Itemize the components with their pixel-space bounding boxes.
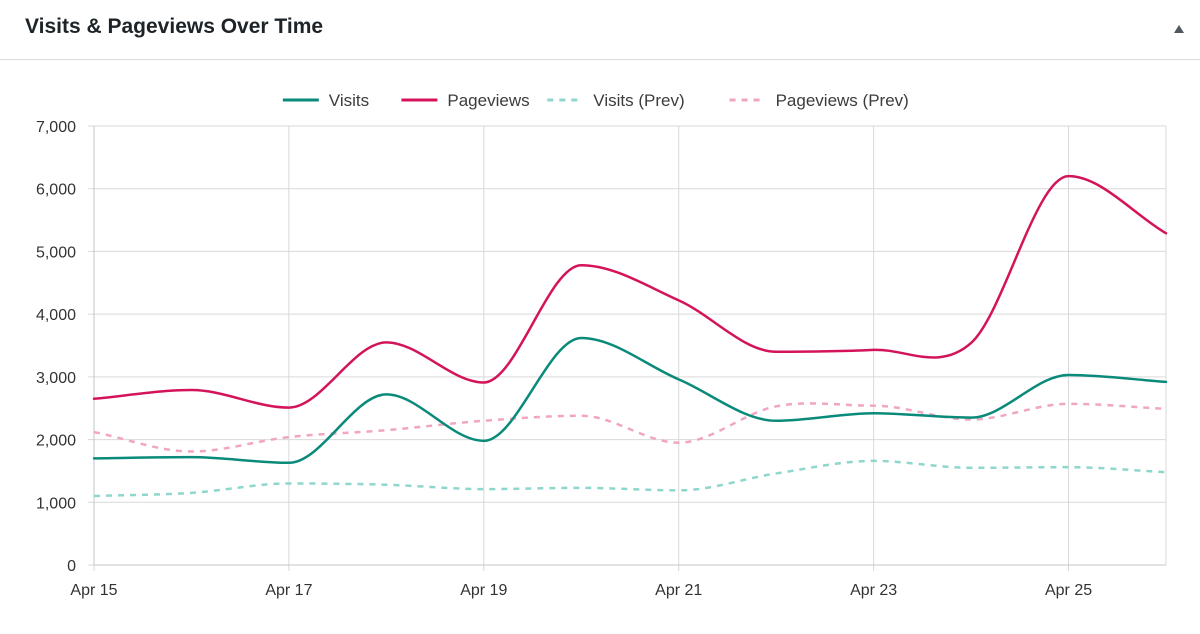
x-tick-label: Apr 15 <box>70 582 117 599</box>
data-point-pageviews-prev[interactable] <box>383 427 389 433</box>
x-tick-label: Apr 17 <box>265 582 312 599</box>
data-point-pageviews[interactable] <box>773 349 779 355</box>
data-point-pageviews[interactable] <box>1066 173 1072 179</box>
data-point-pageviews-prev[interactable] <box>286 434 292 440</box>
y-tick-label: 4,000 <box>36 307 76 324</box>
data-point-visits-prev[interactable] <box>773 470 779 476</box>
data-point-visits[interactable] <box>578 335 584 341</box>
x-tick-label: Apr 19 <box>460 582 507 599</box>
data-point-pageviews[interactable] <box>286 405 292 411</box>
data-point-visits-prev[interactable] <box>1066 464 1072 470</box>
data-point-pageviews-prev[interactable] <box>91 429 97 435</box>
data-point-pageviews[interactable] <box>1163 230 1169 236</box>
data-point-pageviews-prev[interactable] <box>871 403 877 409</box>
data-point-visits-prev[interactable] <box>286 480 292 486</box>
data-point-pageviews-prev[interactable] <box>773 403 779 409</box>
data-point-visits[interactable] <box>676 376 682 382</box>
legend-item[interactable]: Pageviews (Prev) <box>729 91 909 110</box>
series-line-pageviews-prev <box>93 402 1167 453</box>
triangle-up-icon[interactable] <box>1172 22 1186 36</box>
panel-header: Visits & Pageviews Over Time <box>0 0 1200 60</box>
data-point-visits[interactable] <box>1163 379 1169 385</box>
data-point-visits[interactable] <box>773 418 779 424</box>
data-point-pageviews[interactable] <box>481 380 487 386</box>
data-point-visits-prev[interactable] <box>676 487 682 493</box>
y-tick-label: 5,000 <box>36 244 76 261</box>
data-point-pageviews-prev[interactable] <box>188 448 194 454</box>
x-tick-label: Apr 21 <box>655 582 702 599</box>
data-point-visits[interactable] <box>383 391 389 397</box>
data-point-visits[interactable] <box>188 454 194 460</box>
y-tick-label: 3,000 <box>36 370 76 387</box>
data-point-pageviews-prev[interactable] <box>1066 401 1072 407</box>
data-point-pageviews-prev[interactable] <box>481 418 487 424</box>
series-line-visits <box>92 336 1168 465</box>
data-point-visits[interactable] <box>968 415 974 421</box>
y-tick-label: 7,000 <box>36 119 76 136</box>
data-point-visits-prev[interactable] <box>1163 469 1169 475</box>
y-tick-label: 1,000 <box>36 495 76 512</box>
series-line-visits-prev <box>93 459 1167 498</box>
legend-item[interactable]: Visits <box>282 91 369 110</box>
data-point-visits-prev[interactable] <box>188 490 194 496</box>
data-point-visits-prev[interactable] <box>383 482 389 488</box>
legend-label: Visits (Prev) <box>593 91 684 110</box>
legend-label: Visits <box>329 91 369 110</box>
y-tick-label: 2,000 <box>36 433 76 450</box>
data-point-pageviews[interactable] <box>578 262 584 268</box>
y-tick-label: 6,000 <box>36 182 76 199</box>
x-tick-label: Apr 23 <box>850 582 897 599</box>
data-point-visits[interactable] <box>1066 372 1072 378</box>
data-point-pageviews[interactable] <box>91 396 97 402</box>
data-point-visits[interactable] <box>481 438 487 444</box>
data-point-pageviews-prev[interactable] <box>1163 406 1169 412</box>
data-point-visits-prev[interactable] <box>578 485 584 491</box>
data-point-visits-prev[interactable] <box>968 465 974 471</box>
panel-title: Visits & Pageviews Over Time <box>25 15 324 38</box>
series-line-pageviews <box>92 174 1168 409</box>
chart-area: 0 1,000 2,000 3,000 4,000 5,000 6,000 7,000 Apr … <box>0 60 1200 629</box>
data-point-pageviews[interactable] <box>871 347 877 353</box>
data-point-visits[interactable] <box>91 455 97 461</box>
data-point-pageviews[interactable] <box>188 387 194 393</box>
data-point-pageviews[interactable] <box>676 297 682 303</box>
data-point-visits-prev[interactable] <box>481 486 487 492</box>
legend-label: Pageviews (Prev) <box>776 91 909 110</box>
line-chart: 0 1,000 2,000 3,000 4,000 5,000 6,000 7,000 Apr … <box>36 91 1169 599</box>
data-point-visits-prev[interactable] <box>91 493 97 499</box>
data-point-visits[interactable] <box>286 460 292 466</box>
legend-item[interactable]: Pageviews <box>401 91 530 110</box>
legend-label: Pageviews <box>447 91 529 110</box>
legend-item[interactable]: Visits (Prev) <box>547 91 685 110</box>
data-point-visits[interactable] <box>871 410 877 416</box>
data-point-pageviews[interactable] <box>968 340 974 346</box>
data-point-visits-prev[interactable] <box>871 458 877 464</box>
data-point-pageviews-prev[interactable] <box>676 440 682 446</box>
data-point-pageviews-prev[interactable] <box>578 413 584 419</box>
x-tick-label: Apr 25 <box>1045 582 1092 599</box>
data-point-pageviews[interactable] <box>383 339 389 345</box>
y-tick-label: 0 <box>67 558 76 575</box>
